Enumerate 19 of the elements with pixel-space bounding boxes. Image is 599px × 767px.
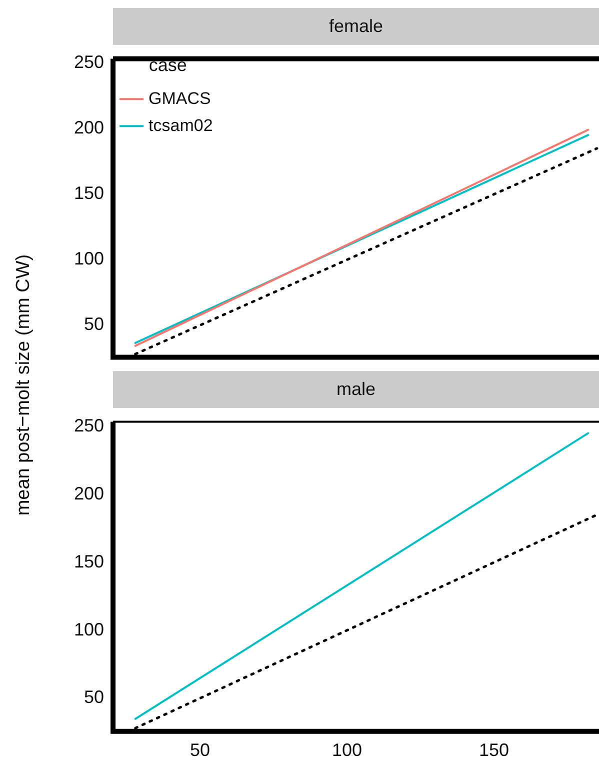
y-tick-label: 200 [74,118,104,138]
y-tick-label: 200 [74,483,104,504]
y-tick-label: 150 [74,551,104,572]
y-tick-label: 250 [74,415,104,436]
chart-title: female [113,8,599,45]
x-tick-label: 50 [190,740,210,760]
legend-label: GMACS [148,88,211,108]
y-tick-label: 150 [74,183,104,204]
legend-label: tcsam02 [148,116,213,135]
chart-title: male [113,371,599,408]
legend-title: case [148,54,187,75]
x-tick-label: 150 [479,740,510,760]
y-tick-label: 50 [84,314,104,334]
y-tick-label: 100 [74,619,104,640]
x-tick-label: 100 [332,740,362,760]
y-tick-label: 100 [74,248,104,269]
y-axis-title: mean post−molt size (mm CW) [13,254,35,516]
y-tick-label: 50 [84,687,104,708]
y-tick-label: 250 [74,52,104,72]
